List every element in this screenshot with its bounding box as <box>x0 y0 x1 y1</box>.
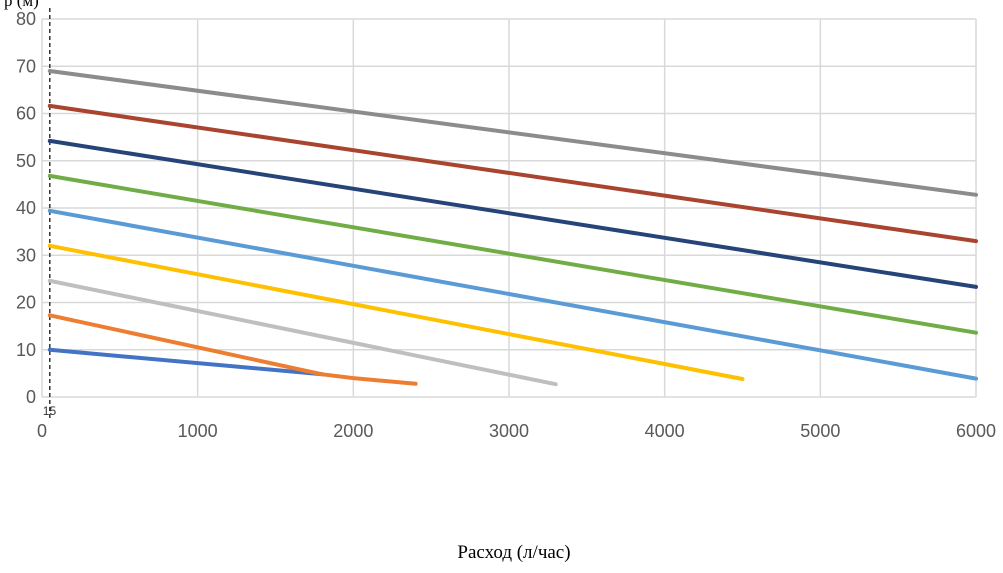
series-line-5 <box>47 208 978 381</box>
x-tick-label: 1000 <box>178 421 218 441</box>
x-tick-label: 3000 <box>489 421 529 441</box>
y-tick-label: 40 <box>16 198 36 218</box>
x-tick-label: 0 <box>37 421 47 441</box>
series-line-3 <box>47 278 558 387</box>
x-tick-label: 6000 <box>956 421 996 441</box>
series-line-1 <box>47 347 325 377</box>
y-tick-label: 80 <box>16 9 36 29</box>
y-tick-label: 70 <box>16 56 36 76</box>
x-tick-label: 5000 <box>800 421 840 441</box>
y-tick-label: 60 <box>16 104 36 124</box>
series-line-2 <box>47 313 418 386</box>
x-axis-label: Расход (л/час) <box>457 542 570 563</box>
x-tick-label: 2000 <box>333 421 373 441</box>
series-line-8 <box>47 103 978 244</box>
series-line-6 <box>47 173 978 335</box>
series-line-9 <box>47 69 978 197</box>
series-line-4 <box>47 243 745 381</box>
y-tick-label: 10 <box>16 340 36 360</box>
series-line-7 <box>47 138 978 289</box>
x-tick-label: 4000 <box>645 421 685 441</box>
y-tick-label: 0 <box>26 387 36 407</box>
series-lines <box>47 69 978 387</box>
y-tick-label: 50 <box>16 151 36 171</box>
y-tick-label: 20 <box>16 293 36 313</box>
reference-line-label: 15 <box>43 404 57 418</box>
y-tick-label: 30 <box>16 245 36 265</box>
grid <box>41 18 977 398</box>
y-axis-label: p (м) <box>4 0 39 10</box>
x-axis-ticks: 0 1000 2000 3000 4000 5000 6000 <box>37 421 996 441</box>
y-axis-ticks: 0 10 20 30 40 50 60 70 80 <box>16 9 36 407</box>
